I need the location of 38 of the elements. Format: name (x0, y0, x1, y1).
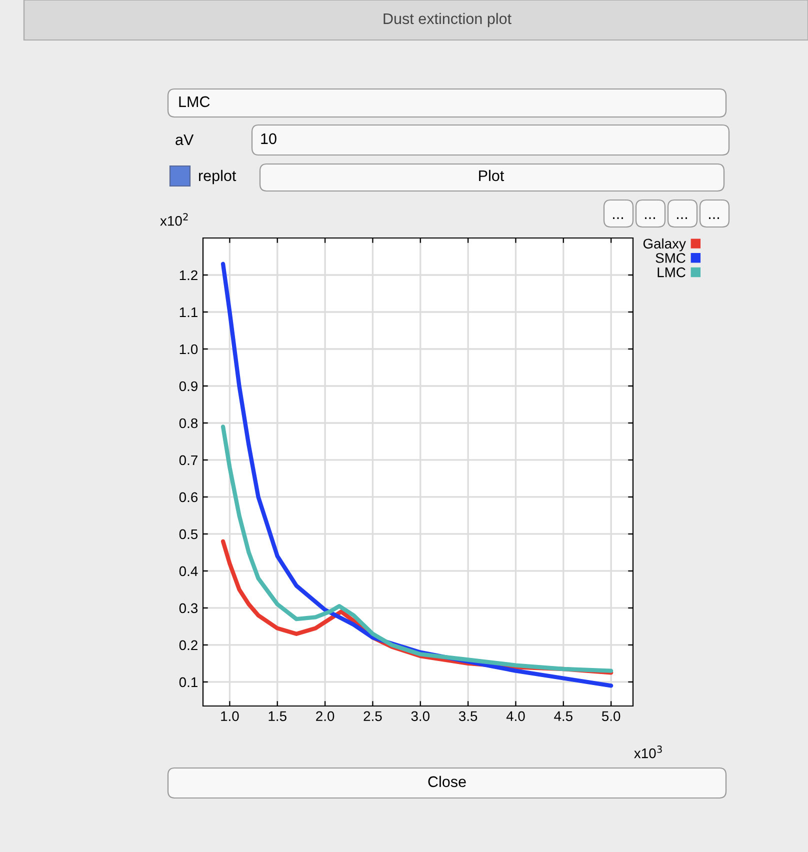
x-tick-label: 1.0 (221, 711, 239, 722)
x-tick-label: 1.5 (268, 711, 286, 722)
text: ... (677, 217, 687, 219)
y-tick-label: 1.1 (180, 307, 198, 318)
x-axis-title: x10$^{3}$ (634, 746, 662, 758)
text: ... (613, 217, 623, 219)
x-tick-label: 3.0 (411, 711, 430, 722)
line-series (220, 424, 614, 673)
text: ... (645, 217, 655, 219)
legend-label: Galaxy (643, 238, 686, 252)
y-tick-label: 0.1 (179, 677, 198, 688)
chart-title: Dust extinction plot (384, 12, 512, 28)
x-tick-label: 5.0 (602, 711, 620, 722)
x-tick-label: 4.0 (506, 711, 525, 722)
text: ... (709, 217, 719, 219)
y-tick-label: 0.9 (179, 381, 198, 392)
y-tick-label: 1.2 (180, 270, 198, 280)
x-tick-label: 2.5 (364, 711, 382, 722)
text: Plot (479, 170, 504, 182)
text: aV (176, 134, 194, 146)
y-tick-label: 0.2 (179, 640, 198, 650)
y-tick-label: 0.6 (179, 492, 198, 502)
x-tick-label: 4.5 (554, 711, 572, 722)
text: replot (199, 170, 236, 184)
y-tick-label: 1.0 (180, 344, 198, 354)
y-axis-title: x10$^{2}$ (160, 213, 188, 226)
x-tick-label: 2.0 (316, 711, 334, 722)
text: 10 (261, 133, 276, 144)
y-tick-label: 0.4 (179, 566, 198, 576)
y-tick-label: 0.8 (179, 418, 198, 428)
y-tick-label: 0.7 (179, 455, 198, 466)
text: LMC (179, 96, 210, 108)
legend-label: LMC (658, 267, 686, 278)
text: Close (428, 776, 466, 788)
y-tick-label: 0.3 (179, 603, 198, 614)
x-tick-label: 3.5 (458, 711, 478, 722)
legend-label: SMC (656, 253, 686, 263)
y-tick-label: 0.5 (179, 529, 198, 540)
